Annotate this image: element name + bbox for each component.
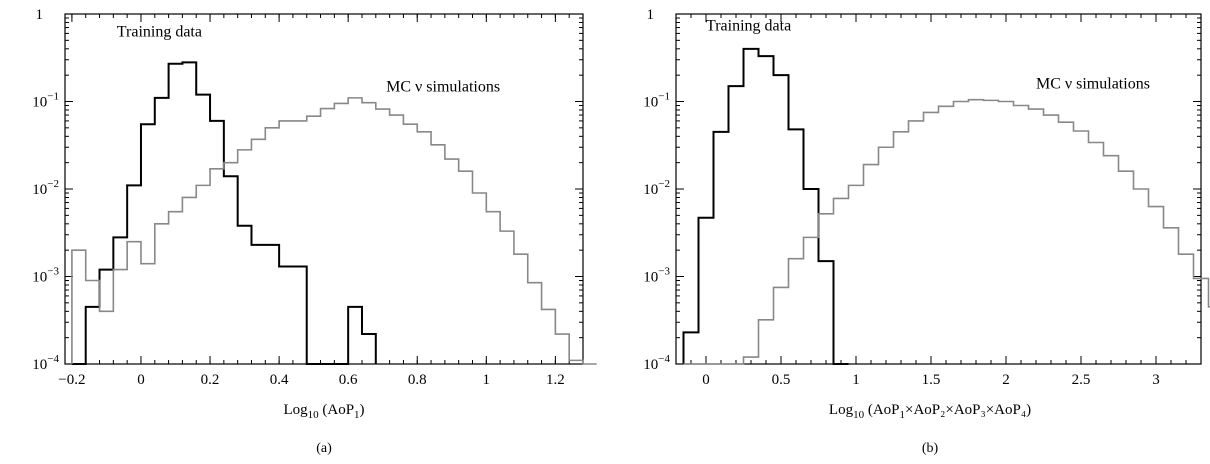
panel-b-x-ticks: 0 0.5 1 1.5 2 2.5 3 xyxy=(675,14,1202,388)
x-tick-label: −0.2 xyxy=(58,372,85,388)
x-tick-label: 0.5 xyxy=(772,372,791,388)
y-tick-label: 1 xyxy=(36,7,44,23)
panel-b-training-data-series xyxy=(682,47,849,365)
panel-b-label: (b) xyxy=(922,441,939,456)
panel-b-x-axis-label: Log10 (AoP1×AoP₂×AoP₃×AoP₄) xyxy=(829,402,1031,421)
y-tick-label: 10−3 xyxy=(32,266,59,286)
panel-a-annotation-mc: MC ν simulations xyxy=(386,79,500,96)
panel-a-mc-simulations-series xyxy=(71,97,597,365)
y-tick-label: 10−2 xyxy=(643,178,670,198)
x-tick-label: 2.5 xyxy=(1072,372,1091,388)
x-tick-label: 1 xyxy=(483,372,491,388)
x-tick-label: 3 xyxy=(1152,372,1160,388)
x-tick-label: 0.8 xyxy=(408,372,427,388)
panel-a-label: (a) xyxy=(316,441,332,456)
panel-b: 10−4 10−3 10−2 10−1 1 0 0.5 1 1.5 2 2.5 3 Training… xyxy=(643,7,1210,456)
x-tick-label: 0.2 xyxy=(201,372,220,388)
panel-b-frame xyxy=(675,13,1202,365)
panel-a-training-data-series xyxy=(71,61,377,365)
y-tick-label: 10−2 xyxy=(32,178,59,198)
x-tick-label: 1.2 xyxy=(546,372,565,388)
x-tick-label: 1 xyxy=(852,372,860,388)
panel-a-frame xyxy=(64,13,584,365)
panel-a-x-ticks: −0.2 0 0.2 0.4 0.6 0.8 1 1.2 xyxy=(58,14,584,388)
y-tick-label: 10−4 xyxy=(643,353,670,373)
panel-b-annotation-mc: MC ν simulations xyxy=(1036,76,1150,93)
x-tick-label: 1.5 xyxy=(922,372,941,388)
x-tick-label: 0.4 xyxy=(270,372,289,388)
y-tick-label: 10−1 xyxy=(643,91,670,111)
y-tick-label: 10−4 xyxy=(32,353,59,373)
panel-a-annotation-training: Training data xyxy=(117,24,202,41)
panel-a: 10−410−310−210−11 −0.2 0 0.2 0.4 0.6 0.8 1 1.2 … xyxy=(32,7,597,456)
x-tick-label: 0.6 xyxy=(339,372,358,388)
panel-b-y-ticks: 10−4 10−3 10−2 10−1 1 xyxy=(643,7,1201,373)
panel-a-x-axis-label: Log10 (AoP1) xyxy=(283,402,364,421)
y-tick-label: 1 xyxy=(647,7,655,23)
y-tick-label: 10−1 xyxy=(32,91,59,111)
y-tick-label: 10−3 xyxy=(643,266,670,286)
x-tick-label: 0 xyxy=(137,372,145,388)
x-tick-label: 2 xyxy=(1002,372,1010,388)
panel-b-annotation-training: Training data xyxy=(706,17,791,34)
panel-b-mc-simulations-series xyxy=(683,98,1210,365)
x-tick-label: 0 xyxy=(702,372,710,388)
